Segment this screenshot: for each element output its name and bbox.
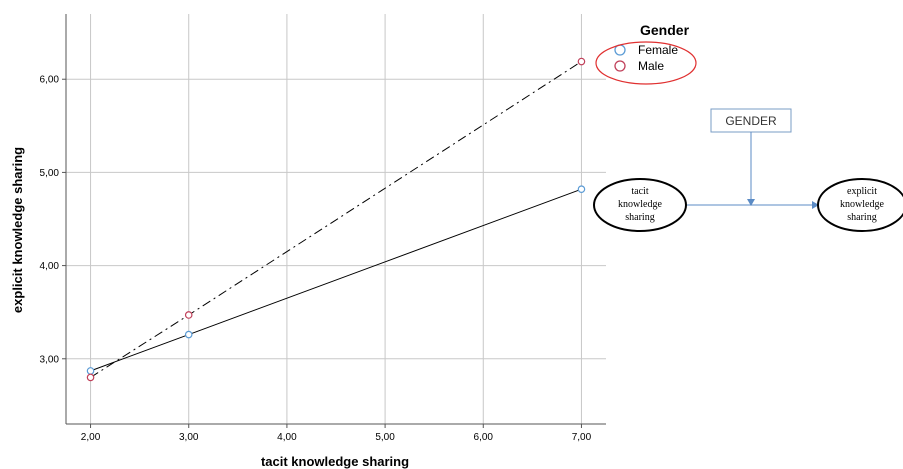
point-female-0 (86, 367, 95, 375)
x-axis-title: tacit knowledge sharing (261, 454, 409, 469)
tacit-node-line-2: knowledge (618, 199, 662, 210)
explicit-node-line-1: explicit (847, 186, 877, 197)
legend-highlight-ellipse (595, 41, 697, 85)
x-tick-label-4: 6,00 (474, 432, 494, 443)
tick-labels: 2,00 3,00 4,00 5,00 6,00 7,00 3,00 4,00 5,00 6,00 (40, 75, 592, 443)
y-tick-label-2: 5,00 (40, 168, 60, 179)
x-tick-label-5: 7,00 (572, 432, 592, 443)
explicit-node (817, 178, 903, 232)
legend-label-female: Female (638, 43, 678, 57)
tacit-node-line-3: sharing (625, 212, 654, 223)
x-tick-label-2: 4,00 (277, 432, 297, 443)
grid-lines (66, 14, 606, 424)
tacit-node-line-1: tacit (631, 186, 648, 197)
legend: Gender Female Male (595, 22, 697, 85)
series (86, 57, 586, 382)
y-tick-label-3: 6,00 (40, 75, 60, 86)
point-male-2 (577, 57, 586, 66)
legend-items: Female Male (614, 43, 678, 73)
path-arrow-head (812, 201, 819, 209)
axes (65, 14, 606, 425)
point-male-0 (86, 373, 95, 382)
point-male-1 (184, 311, 193, 319)
legend-marker-male (614, 60, 626, 72)
series-line-female (90, 188, 582, 372)
moderator-arrow-head (747, 199, 755, 206)
y-axis-title: explicit knowledge sharing (10, 147, 25, 313)
point-female-2 (577, 185, 586, 193)
x-tick-label-1: 3,00 (179, 432, 199, 443)
x-tick-label-0: 2,00 (81, 432, 101, 443)
x-tick-label-3: 5,00 (375, 432, 395, 443)
explicit-node-line-2: knowledge (840, 199, 884, 210)
moderation-diagram: GENDER tacit knowledge sharing explicit … (593, 108, 903, 232)
legend-title: Gender (640, 22, 690, 38)
y-tick-label-0: 3,00 (40, 354, 60, 365)
gender-box-label: GENDER (725, 114, 777, 128)
explicit-node-line-3: sharing (847, 212, 876, 223)
point-female-1 (184, 330, 193, 339)
legend-label-male: Male (638, 59, 664, 73)
tacit-node (593, 178, 687, 232)
series-line-male (90, 61, 582, 378)
y-tick-label-1: 4,00 (40, 261, 60, 272)
